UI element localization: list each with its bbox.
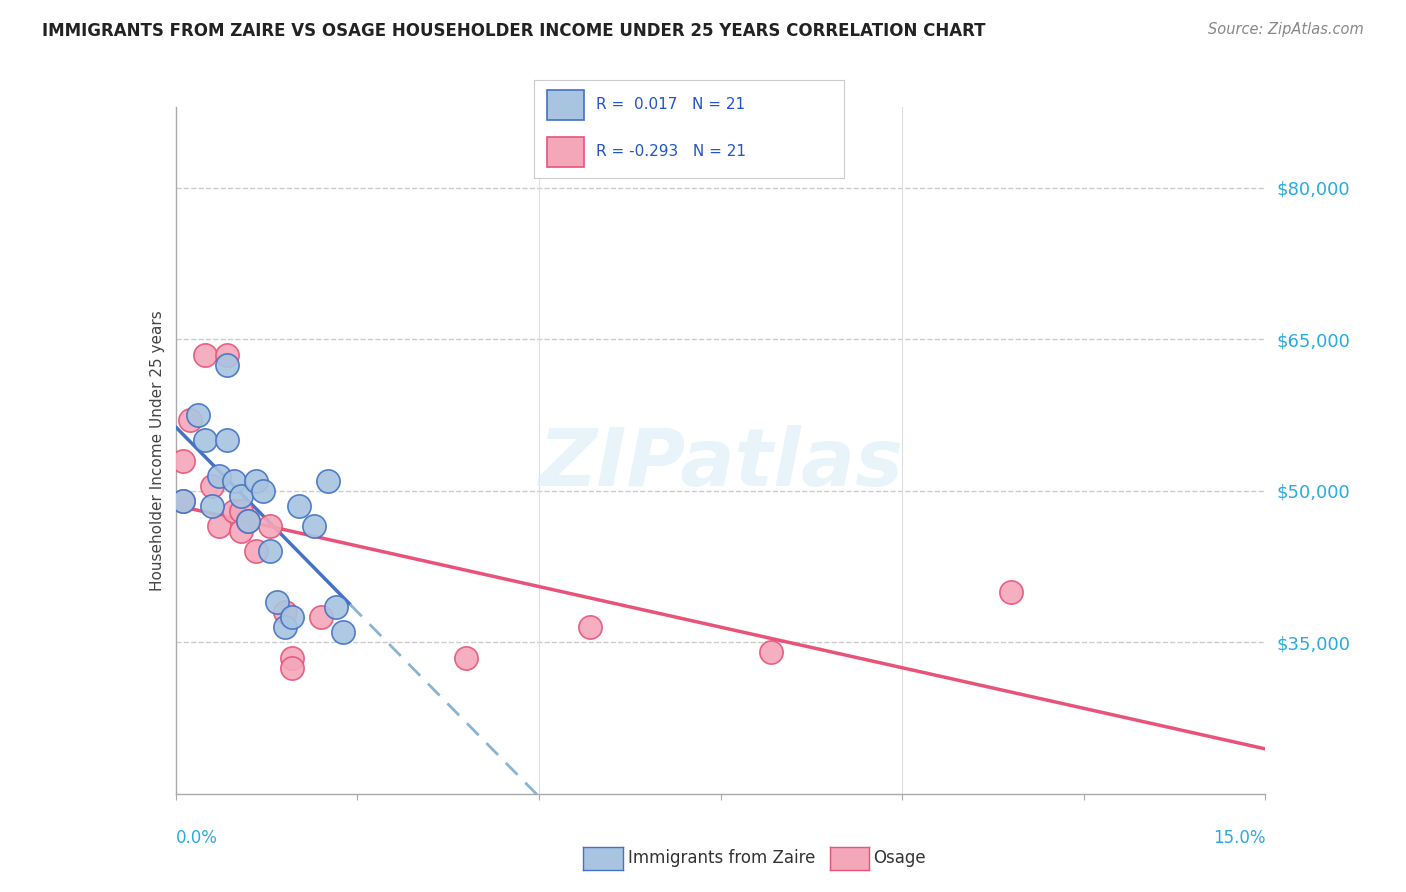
Point [194,434,217,448]
Point [201,479,224,493]
Point [231,489,253,503]
Text: Osage: Osage [873,849,925,867]
Y-axis label: Householder Income Under 25 years: Householder Income Under 25 years [149,310,165,591]
Point [252,483,274,498]
Point [456,650,478,665]
Point [288,499,311,513]
Point [579,620,602,634]
Point [281,650,304,665]
Point [222,504,245,518]
Point [231,504,253,518]
Point [179,413,201,427]
Text: 0.0%: 0.0% [176,830,218,847]
Point [194,347,217,361]
Point [325,600,347,615]
Point [281,610,304,624]
Point [274,620,297,634]
FancyBboxPatch shape [547,137,583,167]
Text: 15.0%: 15.0% [1213,830,1265,847]
Point [761,645,783,659]
Point [259,519,281,533]
Point [172,494,194,508]
Point [245,544,267,558]
Point [208,468,231,483]
Point [309,610,332,624]
Point [208,519,231,533]
Point [186,408,209,422]
Point [238,514,260,528]
Point [231,524,253,539]
Point [1000,585,1022,599]
Point [172,494,194,508]
Text: R = -0.293   N = 21: R = -0.293 N = 21 [596,145,747,160]
Point [222,474,245,488]
Text: ZIPatlas: ZIPatlas [538,425,903,503]
Point [245,474,267,488]
Point [274,605,297,619]
Point [259,544,281,558]
Point [215,434,238,448]
Point [266,595,288,609]
Point [201,499,224,513]
Point [332,625,354,640]
Text: Immigrants from Zaire: Immigrants from Zaire [628,849,815,867]
Text: IMMIGRANTS FROM ZAIRE VS OSAGE HOUSEHOLDER INCOME UNDER 25 YEARS CORRELATION CHA: IMMIGRANTS FROM ZAIRE VS OSAGE HOUSEHOLD… [42,22,986,40]
Point [215,358,238,372]
Point [172,453,194,467]
Point [215,347,238,361]
Point [318,474,340,488]
Point [238,514,260,528]
Point [302,519,325,533]
Text: Source: ZipAtlas.com: Source: ZipAtlas.com [1208,22,1364,37]
Point [281,660,304,674]
FancyBboxPatch shape [547,90,583,120]
Text: R =  0.017   N = 21: R = 0.017 N = 21 [596,97,745,112]
